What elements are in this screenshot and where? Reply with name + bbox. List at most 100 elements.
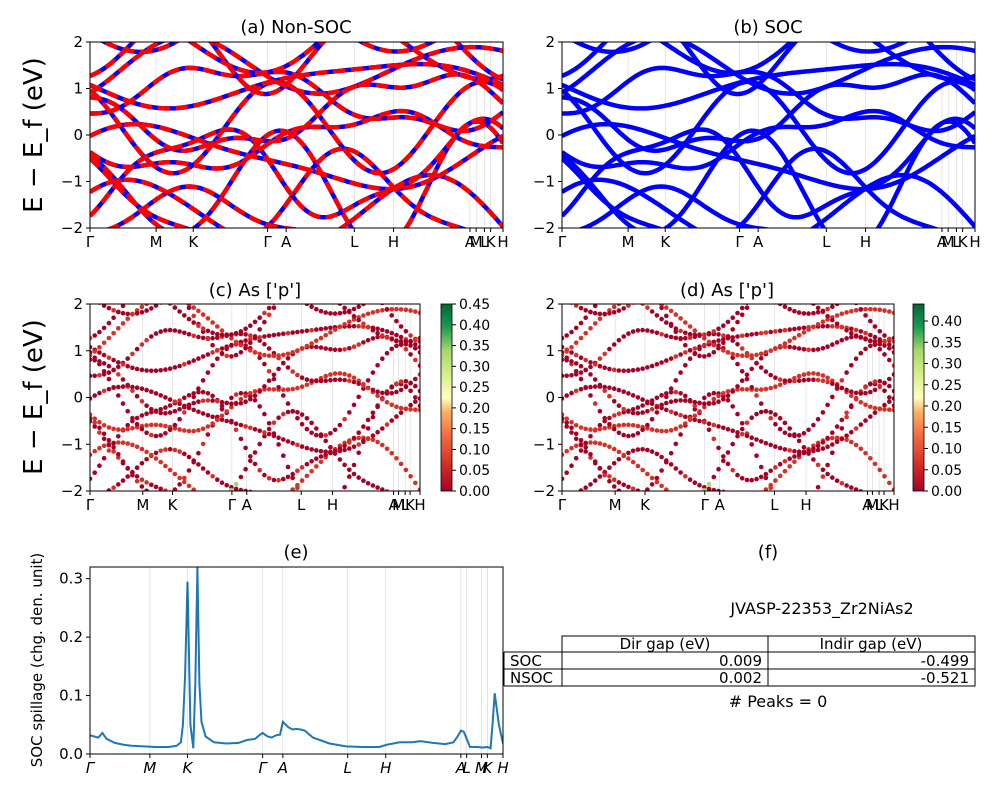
projection-point — [314, 513, 319, 518]
projection-point — [592, 377, 598, 382]
projection-point — [616, 480, 622, 485]
projection-point — [215, 324, 220, 329]
projection-point — [839, 436, 845, 442]
projection-point — [887, 399, 892, 405]
projection-point — [90, 415, 93, 421]
projection-point — [365, 378, 371, 383]
x-tick-label: M — [136, 496, 149, 514]
projection-point — [224, 483, 229, 488]
projection-point — [375, 308, 380, 314]
projection-point — [121, 273, 126, 278]
projection-point — [375, 485, 380, 490]
projection-point — [872, 342, 878, 348]
projection-point — [97, 492, 102, 497]
projection-point — [337, 347, 343, 353]
projection-point — [688, 503, 693, 508]
projection-point — [877, 384, 883, 390]
projection-point — [569, 463, 574, 469]
projection-point — [607, 415, 612, 421]
projection-point — [167, 410, 173, 415]
projection-point — [858, 391, 864, 396]
projection-point — [144, 387, 149, 393]
projection-point — [130, 311, 135, 317]
projection-point — [187, 498, 192, 503]
projection-point — [356, 442, 362, 447]
projection-point — [569, 272, 574, 277]
projection-point — [564, 349, 569, 354]
projection-point — [840, 299, 845, 304]
projection-point — [338, 258, 343, 263]
projection-point — [891, 335, 894, 341]
projection-point — [692, 399, 698, 405]
projection-point — [342, 484, 347, 490]
projection-point — [578, 355, 584, 361]
projection-point — [872, 339, 878, 344]
projection-point — [408, 402, 413, 408]
x-tick-label: K — [168, 496, 179, 514]
projection-point — [295, 274, 300, 279]
projection-point — [659, 468, 664, 473]
projection-point — [163, 463, 168, 469]
projection-point — [351, 379, 357, 385]
projection-point — [650, 298, 655, 303]
projection-point — [820, 308, 826, 314]
projection-point — [821, 533, 826, 538]
projection-point — [347, 263, 352, 268]
colorbar-tick-label: 0.20 — [459, 401, 490, 417]
projection-point — [787, 327, 792, 332]
projection-point — [611, 386, 617, 392]
projection-point — [92, 349, 97, 354]
projection-point — [834, 424, 840, 429]
projection-point — [777, 445, 783, 451]
projection-point — [182, 428, 187, 433]
projection-point — [154, 275, 159, 280]
projection-point — [413, 357, 418, 363]
projection-point — [158, 448, 163, 454]
projection-point — [107, 271, 112, 276]
projection-point — [290, 511, 295, 516]
projection-point — [759, 491, 764, 496]
projection-point — [674, 494, 679, 499]
projection-point — [134, 421, 140, 427]
projection-point — [196, 492, 201, 497]
projection-point — [205, 370, 211, 375]
projection-point — [853, 487, 859, 491]
projection-point — [659, 494, 664, 499]
projection-point — [626, 422, 631, 428]
projection-point — [205, 432, 211, 437]
projection-point — [248, 425, 253, 431]
projection-point — [773, 269, 778, 274]
projection-point — [844, 414, 849, 420]
projection-point — [783, 282, 788, 287]
projection-point — [285, 330, 291, 336]
projection-point — [673, 335, 679, 341]
projection-point — [149, 432, 154, 438]
projection-point — [844, 328, 849, 333]
projection-point — [668, 308, 674, 314]
projection-point — [417, 388, 420, 394]
projection-point — [564, 297, 569, 302]
projection-point — [849, 389, 854, 395]
y-tick-label: −1 — [533, 435, 555, 453]
projection-point — [754, 437, 759, 442]
projection-point — [598, 274, 603, 279]
projection-point — [418, 265, 423, 270]
projection-point — [121, 523, 126, 528]
y-tick-label: 2 — [545, 295, 555, 313]
projection-point — [139, 446, 145, 452]
projection-point — [773, 520, 778, 525]
projection-point — [759, 507, 764, 512]
projection-point — [569, 492, 574, 497]
projection-point — [834, 439, 840, 445]
projection-point — [792, 286, 797, 291]
x-tick-label: A — [455, 759, 466, 777]
projection-point — [144, 411, 149, 417]
table-header-dir: Dir gap (eV) — [620, 635, 711, 653]
projection-point — [276, 435, 281, 441]
projection-point — [763, 369, 769, 374]
projection-point — [314, 259, 319, 264]
projection-point — [130, 415, 135, 421]
projection-point — [88, 294, 93, 299]
x-tick-label: A — [281, 233, 292, 251]
projection-point — [361, 478, 366, 484]
